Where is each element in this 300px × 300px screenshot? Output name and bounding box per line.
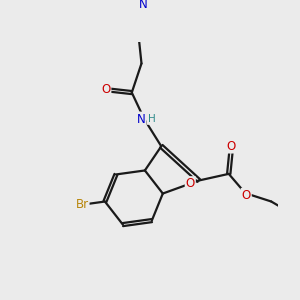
Text: O: O bbox=[101, 83, 110, 96]
Text: N: N bbox=[139, 0, 148, 11]
Text: N: N bbox=[137, 112, 146, 125]
Text: O: O bbox=[242, 189, 251, 202]
Text: O: O bbox=[226, 140, 236, 153]
Text: Br: Br bbox=[76, 198, 88, 211]
Text: H: H bbox=[148, 114, 155, 124]
Text: O: O bbox=[186, 177, 195, 190]
